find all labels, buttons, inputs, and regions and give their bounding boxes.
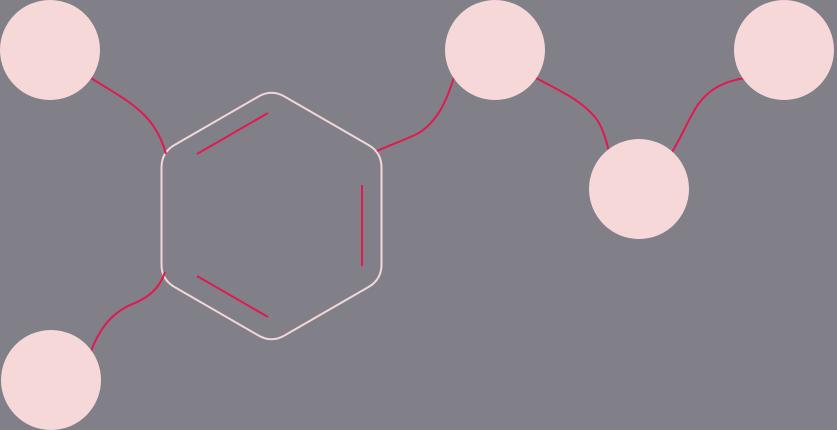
bond-ring-to-top-center-atom xyxy=(376,76,455,152)
atom-top-right xyxy=(734,0,834,100)
double-bond-bottom-left xyxy=(196,275,269,318)
bond-top-center-to-middle-right-atom xyxy=(535,77,610,153)
bond-ring-to-bottom-left-atom xyxy=(90,271,166,352)
atom-top-center xyxy=(445,0,545,100)
atom-bottom-left xyxy=(1,330,101,430)
atom-top-left xyxy=(0,0,100,100)
bond-ring-to-top-left-atom xyxy=(90,77,167,155)
atom-middle-right xyxy=(589,139,689,239)
benzene-ring xyxy=(160,91,383,341)
bond-middle-right-to-top-right-atom xyxy=(671,77,746,153)
double-bond-top-left xyxy=(196,112,269,155)
